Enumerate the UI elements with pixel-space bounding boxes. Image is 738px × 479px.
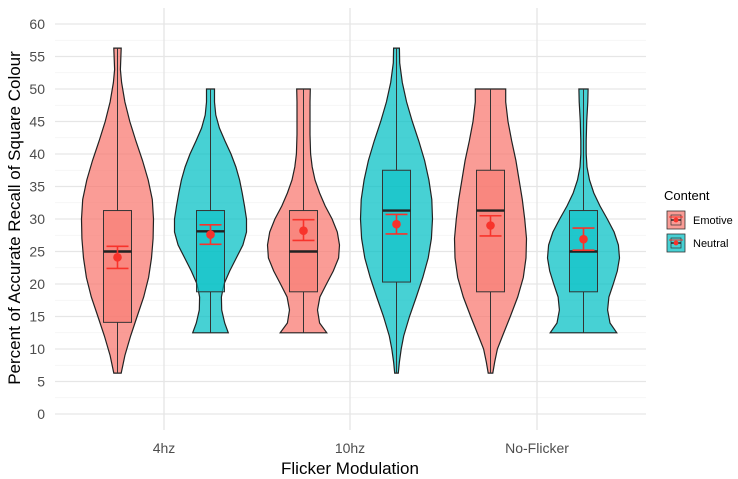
- y-tick-label: 55: [29, 49, 45, 65]
- y-tick-label: 45: [29, 114, 45, 130]
- y-tick-label: 60: [29, 16, 45, 32]
- legend-label: Emotive: [693, 215, 733, 227]
- y-tick-label: 25: [29, 244, 45, 260]
- y-tick-label: 0: [37, 406, 45, 422]
- violin-group: [359, 47, 434, 374]
- box: [196, 210, 225, 293]
- y-tick-label: 50: [29, 81, 45, 97]
- box: [476, 169, 505, 293]
- y-tick-label: 5: [37, 374, 45, 390]
- x-tick-label: No-Flicker: [505, 440, 569, 456]
- x-axis-title: Flicker Modulation: [281, 459, 419, 478]
- y-tick-label: 15: [29, 309, 45, 325]
- violin-group: [266, 88, 341, 334]
- y-tick-label: 10: [29, 341, 45, 357]
- y-axis-title: Percent of Accurate Recall of Square Col…: [5, 51, 24, 385]
- violin-group: [80, 47, 155, 374]
- mean-point: [392, 219, 401, 229]
- mean-point: [299, 226, 308, 235]
- y-tick-labels: 0 5 10 15 20 25 30 35 40 45 50 55 60: [29, 16, 45, 422]
- legend-key: [666, 210, 686, 230]
- x-tick-labels: 4hz 10hz No-Flicker: [153, 440, 570, 456]
- mean-point: [579, 234, 588, 244]
- mean-point: [206, 230, 215, 239]
- legend-label: Neutral: [693, 238, 728, 250]
- y-tick-label: 35: [29, 179, 45, 195]
- legend-title: Content: [664, 188, 710, 203]
- legend-mean-glyph: [673, 240, 679, 246]
- violin-group: [173, 88, 248, 334]
- x-tick-label: 10hz: [335, 440, 365, 456]
- legend-key: [666, 233, 686, 253]
- legend-mean-glyph: [673, 217, 679, 223]
- violin-layer: [80, 47, 621, 374]
- mean-point: [486, 221, 495, 230]
- x-tick-label: 4hz: [153, 440, 176, 456]
- violin-group: [546, 88, 621, 334]
- y-tick-label: 20: [29, 276, 45, 292]
- y-tick-label: 30: [29, 211, 45, 227]
- violin-group: [453, 88, 528, 374]
- y-tick-label: 40: [29, 146, 45, 162]
- legend: Content Emotive Neutral: [664, 188, 733, 253]
- mean-point: [113, 253, 122, 262]
